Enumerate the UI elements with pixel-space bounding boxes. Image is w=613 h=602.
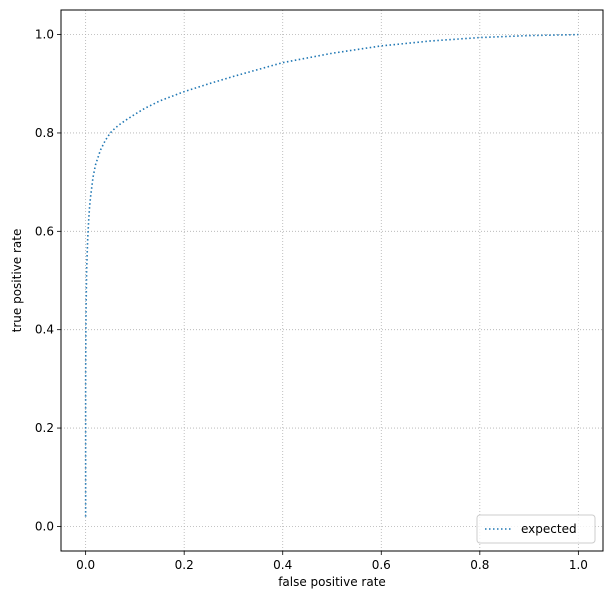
- x-tick-label: 0.0: [76, 558, 95, 572]
- legend-box: [476, 514, 596, 544]
- x-axis-title: false positive rate: [278, 575, 386, 589]
- plot-frame: [60, 9, 604, 552]
- y-axis-title: true positive rate: [10, 229, 24, 333]
- series-line-expected: [84, 33, 579, 517]
- y-tick-label: 0.8: [35, 126, 54, 140]
- x-tick-label: 0.6: [372, 558, 391, 572]
- y-tick-label: 0.0: [35, 519, 54, 533]
- y-tick-label: 0.4: [35, 323, 54, 337]
- y-tick-label: 1.0: [35, 28, 54, 42]
- grid: [61, 10, 603, 551]
- x-tick-label: 0.4: [273, 558, 292, 572]
- x-tick-label: 0.8: [470, 558, 489, 572]
- x-tick-label: 0.2: [175, 558, 194, 572]
- series-layer: [84, 33, 579, 517]
- y-tick-label: 0.6: [35, 224, 54, 238]
- x-axis: 0.0 0.2 0.4 0.6 0.8 1.0: [76, 551, 588, 572]
- y-axis: 0.0 0.2 0.4 0.6 0.8 1.0: [35, 28, 61, 533]
- y-tick-label: 0.2: [35, 421, 54, 435]
- legend: expected: [476, 514, 596, 544]
- legend-label-expected: expected: [521, 522, 577, 536]
- x-tick-label: 1.0: [569, 558, 588, 572]
